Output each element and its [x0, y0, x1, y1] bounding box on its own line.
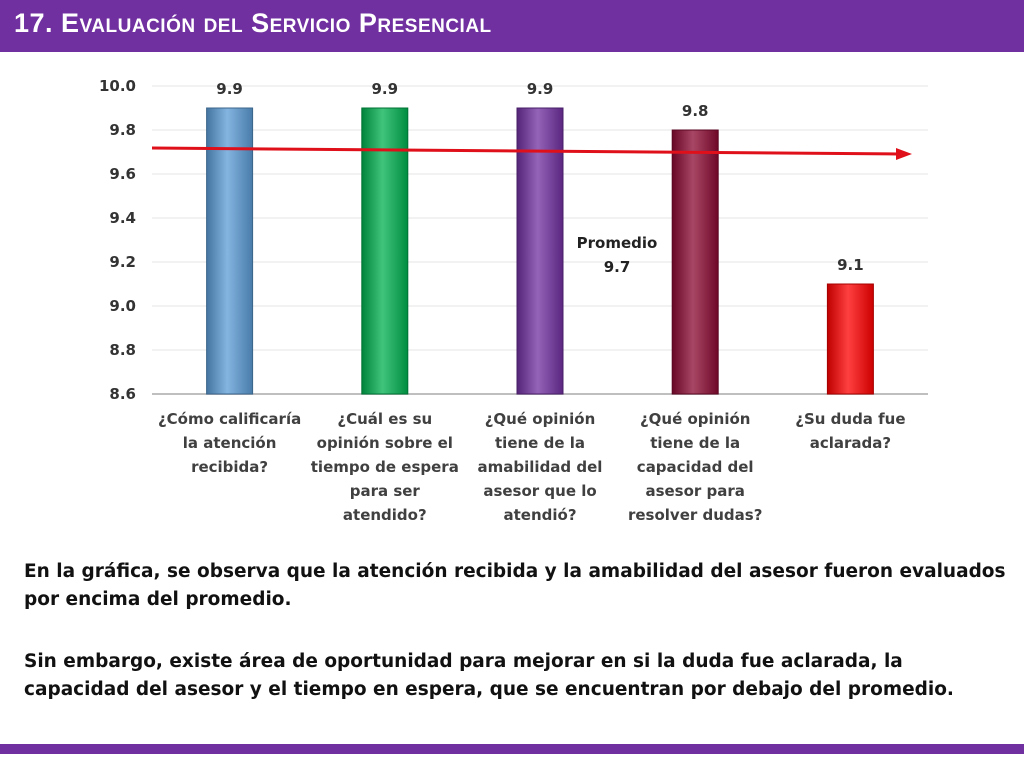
category-label-line: recibida?: [191, 458, 268, 476]
average-label: Promedio: [577, 234, 658, 252]
bar: [671, 129, 719, 395]
value-label: 9.9: [527, 80, 554, 98]
category-label-line: atendió?: [503, 506, 576, 524]
category-label-line: atendido?: [343, 506, 427, 524]
category-label-line: amabilidad del: [478, 458, 603, 476]
category-label-line: asesor que lo: [483, 482, 596, 500]
category-label-line: para ser: [350, 482, 421, 500]
category-label-line: tiene de la: [495, 434, 585, 452]
y-tick-label: 10.0: [99, 77, 136, 95]
y-tick-label: 9.4: [109, 209, 136, 227]
footer-bar: [0, 744, 1024, 754]
y-axis-ticks: 10.0 9.8 9.6 9.4 9.2 9.0 8.8 8.6: [99, 77, 136, 403]
bar: [206, 107, 254, 395]
value-label: 9.9: [372, 80, 399, 98]
analysis-paragraph-2: Sin embargo, existe área de oportunidad …: [24, 651, 954, 700]
value-label: 9.1: [837, 256, 864, 274]
category-label-line: tiene de la: [650, 434, 740, 452]
page-title: 17. Evaluación del Servicio Presencial: [14, 8, 492, 38]
value-label: 9.9: [216, 80, 243, 98]
category-labels: ¿Cómo calificaría la atención recibida? ¿Cu…: [158, 410, 906, 524]
bar: [826, 283, 874, 395]
bar: [361, 107, 409, 395]
category-label-line: ¿Qué opinión: [640, 410, 751, 428]
category-label-line: capacidad del: [637, 458, 754, 476]
category-label-line: ¿Cuál es su: [337, 410, 432, 428]
category-label-line: ¿Su duda fue: [795, 410, 905, 428]
category-label-line: la atención: [183, 434, 277, 452]
average-line-group: Promedio 9.7: [151, 146, 912, 276]
average-line-arrow: [896, 148, 912, 160]
title-bar: 17. Evaluación del Servicio Presencial: [0, 0, 1024, 52]
bar-chart: 10.09.89.69.49.29.08.88.6 9.9 9.9 9.99.89.…: [99, 77, 928, 524]
y-tick-label: 9.0: [109, 297, 136, 315]
bars: [206, 107, 874, 395]
y-tick-label: 9.2: [109, 253, 136, 271]
category-label-line: ¿Qué opinión: [485, 410, 596, 428]
y-tick-label: 9.8: [109, 121, 136, 139]
category-label-line: opinión sobre el: [317, 434, 453, 452]
y-tick-label: 8.8: [109, 341, 136, 359]
y-tick-label: 9.6: [109, 165, 136, 183]
analysis-paragraph-1: En la gráfica, se observa que la atenció…: [24, 561, 1006, 610]
average-line: [151, 146, 899, 156]
category-label-line: ¿Cómo calificaría: [158, 410, 301, 428]
value-label: 9.8: [682, 102, 709, 120]
category-label-line: asesor para: [645, 482, 744, 500]
bar: [516, 107, 564, 395]
value-labels: 9.9 9.9 9.9 9.8 9.1: [216, 80, 863, 274]
category-label-line: aclarada?: [810, 434, 891, 452]
category-label-line: tiempo de espera: [311, 458, 459, 476]
category-label-line: resolver dudas?: [628, 506, 762, 524]
y-tick-label: 8.6: [109, 385, 136, 403]
average-label: 9.7: [604, 258, 631, 276]
